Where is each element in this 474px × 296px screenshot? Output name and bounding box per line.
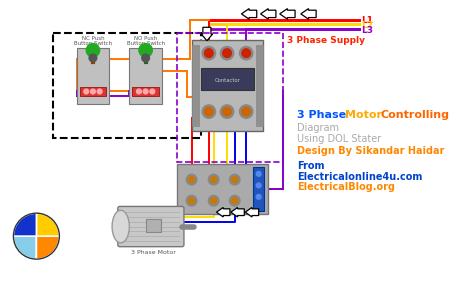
Circle shape <box>239 105 253 118</box>
Circle shape <box>86 44 100 57</box>
Bar <box>201 68 254 90</box>
Text: 3 Phase Supply: 3 Phase Supply <box>287 36 365 45</box>
Text: Diagram: Diagram <box>297 123 339 133</box>
Polygon shape <box>217 207 230 217</box>
Bar <box>177 33 283 163</box>
Circle shape <box>189 198 194 204</box>
Polygon shape <box>241 9 257 19</box>
Circle shape <box>220 105 234 118</box>
Text: L1: L1 <box>361 16 373 25</box>
Bar <box>77 48 109 104</box>
Polygon shape <box>280 9 295 19</box>
Circle shape <box>186 174 197 185</box>
Circle shape <box>189 177 194 183</box>
Bar <box>146 219 161 232</box>
Wedge shape <box>36 213 59 236</box>
Text: Contactor: Contactor <box>215 78 240 83</box>
Circle shape <box>186 195 197 206</box>
Text: Button Switch: Button Switch <box>127 41 164 46</box>
Circle shape <box>150 89 155 94</box>
Polygon shape <box>201 27 213 41</box>
Text: Electricalonline4u.com: Electricalonline4u.com <box>297 172 422 182</box>
Circle shape <box>232 198 237 204</box>
Circle shape <box>211 177 217 183</box>
Circle shape <box>242 107 251 116</box>
Text: Controlling: Controlling <box>380 110 449 120</box>
Circle shape <box>205 49 213 57</box>
Bar <box>53 33 201 139</box>
Polygon shape <box>301 9 316 19</box>
Circle shape <box>229 174 240 185</box>
Polygon shape <box>261 9 276 19</box>
Ellipse shape <box>112 210 129 243</box>
Bar <box>177 164 268 214</box>
Circle shape <box>229 195 240 206</box>
Text: Motor: Motor <box>345 110 386 120</box>
Circle shape <box>256 194 261 199</box>
Text: Using DOL Stater: Using DOL Stater <box>297 133 381 144</box>
Circle shape <box>209 174 219 185</box>
Circle shape <box>137 89 141 94</box>
Text: 3 Phase: 3 Phase <box>297 110 350 120</box>
Bar <box>132 87 159 96</box>
Circle shape <box>139 44 152 57</box>
Wedge shape <box>36 236 59 259</box>
Text: Thermal Overload Relay: Thermal Overload Relay <box>180 165 246 170</box>
Circle shape <box>256 171 261 176</box>
Circle shape <box>89 54 97 62</box>
Bar <box>191 44 199 126</box>
Polygon shape <box>231 207 244 217</box>
Circle shape <box>91 89 95 94</box>
Circle shape <box>97 89 102 94</box>
Circle shape <box>209 195 219 206</box>
Text: Design By Sikandar Haidar: Design By Sikandar Haidar <box>297 146 444 156</box>
Text: NC Push: NC Push <box>82 36 104 41</box>
Circle shape <box>220 46 234 60</box>
Circle shape <box>239 46 253 60</box>
Circle shape <box>143 89 148 94</box>
Circle shape <box>223 107 231 116</box>
Bar <box>256 44 264 126</box>
Bar <box>129 48 162 104</box>
Circle shape <box>223 49 231 57</box>
Circle shape <box>205 107 213 116</box>
Bar <box>253 167 264 211</box>
FancyBboxPatch shape <box>118 206 184 247</box>
Text: Button Switch: Button Switch <box>74 41 112 46</box>
Polygon shape <box>245 207 259 217</box>
Text: L3: L3 <box>361 26 373 35</box>
Circle shape <box>202 46 216 60</box>
Circle shape <box>84 89 89 94</box>
Text: NO Push: NO Push <box>134 36 157 41</box>
Text: L2: L2 <box>361 21 373 30</box>
Wedge shape <box>13 213 36 236</box>
Circle shape <box>256 183 261 188</box>
Circle shape <box>232 177 237 183</box>
Circle shape <box>202 105 216 118</box>
Text: 3 Phase Motor: 3 Phase Motor <box>131 250 176 255</box>
Text: ElectricalBlog.org: ElectricalBlog.org <box>297 183 395 192</box>
Circle shape <box>142 54 149 62</box>
Circle shape <box>211 198 217 204</box>
Wedge shape <box>13 236 36 259</box>
Bar <box>191 40 264 131</box>
Bar <box>80 87 106 96</box>
Circle shape <box>242 49 251 57</box>
Text: From: From <box>297 161 325 171</box>
